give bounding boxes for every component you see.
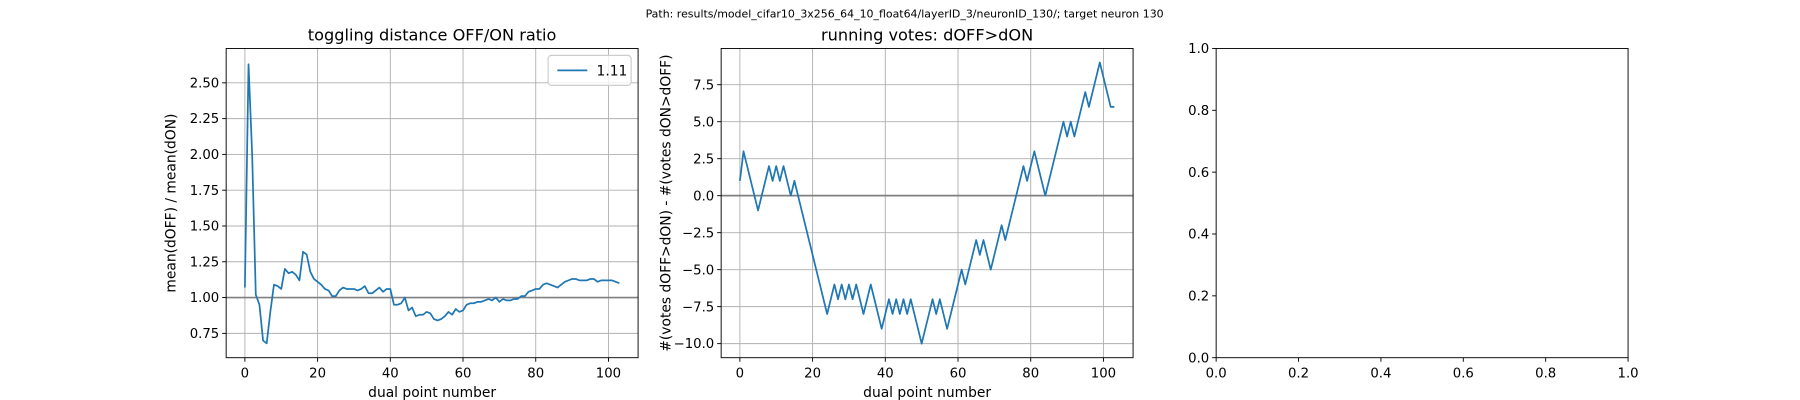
- x-tick-label: 100: [1091, 366, 1116, 381]
- legend-label: 1.11: [597, 64, 628, 80]
- y-tick-label: 1.50: [190, 220, 220, 235]
- y-tick-label: 2.00: [190, 148, 220, 163]
- axes: 0.0 0.2 0.4 0.6 0.8 1.0 0.0 0.2 0.4 0.6 0.8 1.0: [1188, 42, 1638, 381]
- axes-frame: [720, 47, 1134, 359]
- y-tick-label: 2.50: [190, 76, 220, 91]
- y-axis-label: #(votes dOFF>dON) - #(votes dON>dOFF): [658, 54, 674, 351]
- chart-title: toggling distance OFF/ON ratio: [308, 25, 557, 44]
- y-tick-label: −2.5: [682, 226, 714, 241]
- x-tick-label: 40: [877, 366, 894, 381]
- y-tick-label: 2.5: [693, 152, 714, 167]
- x-tick-label: 80: [1022, 366, 1039, 381]
- x-tick-label: 1.0: [1618, 366, 1639, 381]
- y-tick-label: 5.0: [693, 115, 714, 130]
- y-tick-label: 2.25: [190, 112, 220, 127]
- x-tick-label: 60: [950, 366, 967, 381]
- x-tick-label: 100: [596, 366, 621, 381]
- x-tick-label: 0: [736, 366, 744, 381]
- plot-area: [721, 48, 1134, 358]
- axes-frame: [225, 47, 639, 359]
- y-tick-label: 0.8: [1188, 104, 1209, 119]
- x-tick-label: 40: [382, 366, 399, 381]
- x-tick-label: 0.8: [1535, 366, 1556, 381]
- y-tick-label: 1.0: [1188, 42, 1209, 57]
- y-tick-label: 0.0: [693, 189, 714, 204]
- x-tick-label: 60: [455, 366, 472, 381]
- y-tick-label: 1.00: [190, 291, 220, 306]
- x-axis-label: dual point number: [863, 385, 991, 400]
- x-tick-label: 80: [527, 366, 544, 381]
- series-line: [244, 63, 620, 345]
- y-tick-label: 1.75: [190, 184, 220, 199]
- x-axis-label: dual point number: [368, 385, 496, 400]
- y-tick-label: 0.6: [1188, 166, 1209, 181]
- y-tick-label: −7.5: [682, 300, 714, 315]
- axes: 0 20 40 60 80 100 −10.0 −7.5 −5.0 −2.5 0.0 2.5 5.0 7.…: [658, 25, 1134, 400]
- plot-area: [1216, 48, 1629, 358]
- chart-title: running votes: dOFF>dON: [821, 25, 1033, 44]
- y-tick-label: 7.5: [693, 78, 714, 93]
- y-tick-label: −5.0: [682, 263, 714, 278]
- axes: 0 20 40 60 80 100 0.75 1.00 1.25 1.50 1.75 2.00 2.25…: [163, 25, 639, 400]
- x-tick-label: 0.2: [1288, 366, 1309, 381]
- y-tick-label: 0.75: [190, 327, 220, 342]
- y-tick-label: 0.2: [1188, 289, 1209, 304]
- series-line: [739, 61, 1115, 345]
- y-tick-label: 1.25: [190, 255, 220, 270]
- axes-frame: [1215, 47, 1629, 359]
- plot-area: [226, 48, 639, 358]
- x-tick-label: 20: [804, 366, 821, 381]
- x-tick-label: 20: [309, 366, 326, 381]
- y-tick-label: 0.0: [1188, 351, 1209, 366]
- x-tick-label: 0: [241, 366, 249, 381]
- legend-box: [547, 54, 632, 86]
- y-axis-label: mean(dOFF) / mean(dON): [163, 114, 179, 293]
- y-tick-label: 0.4: [1188, 228, 1209, 243]
- x-tick-label: 0.4: [1370, 366, 1391, 381]
- x-tick-label: 0.6: [1453, 366, 1474, 381]
- x-tick-label: 0.0: [1206, 366, 1227, 381]
- y-tick-label: −10.0: [674, 337, 715, 352]
- figure-suptitle: Path: results/model_cifar10_3x256_64_10_…: [646, 7, 1164, 20]
